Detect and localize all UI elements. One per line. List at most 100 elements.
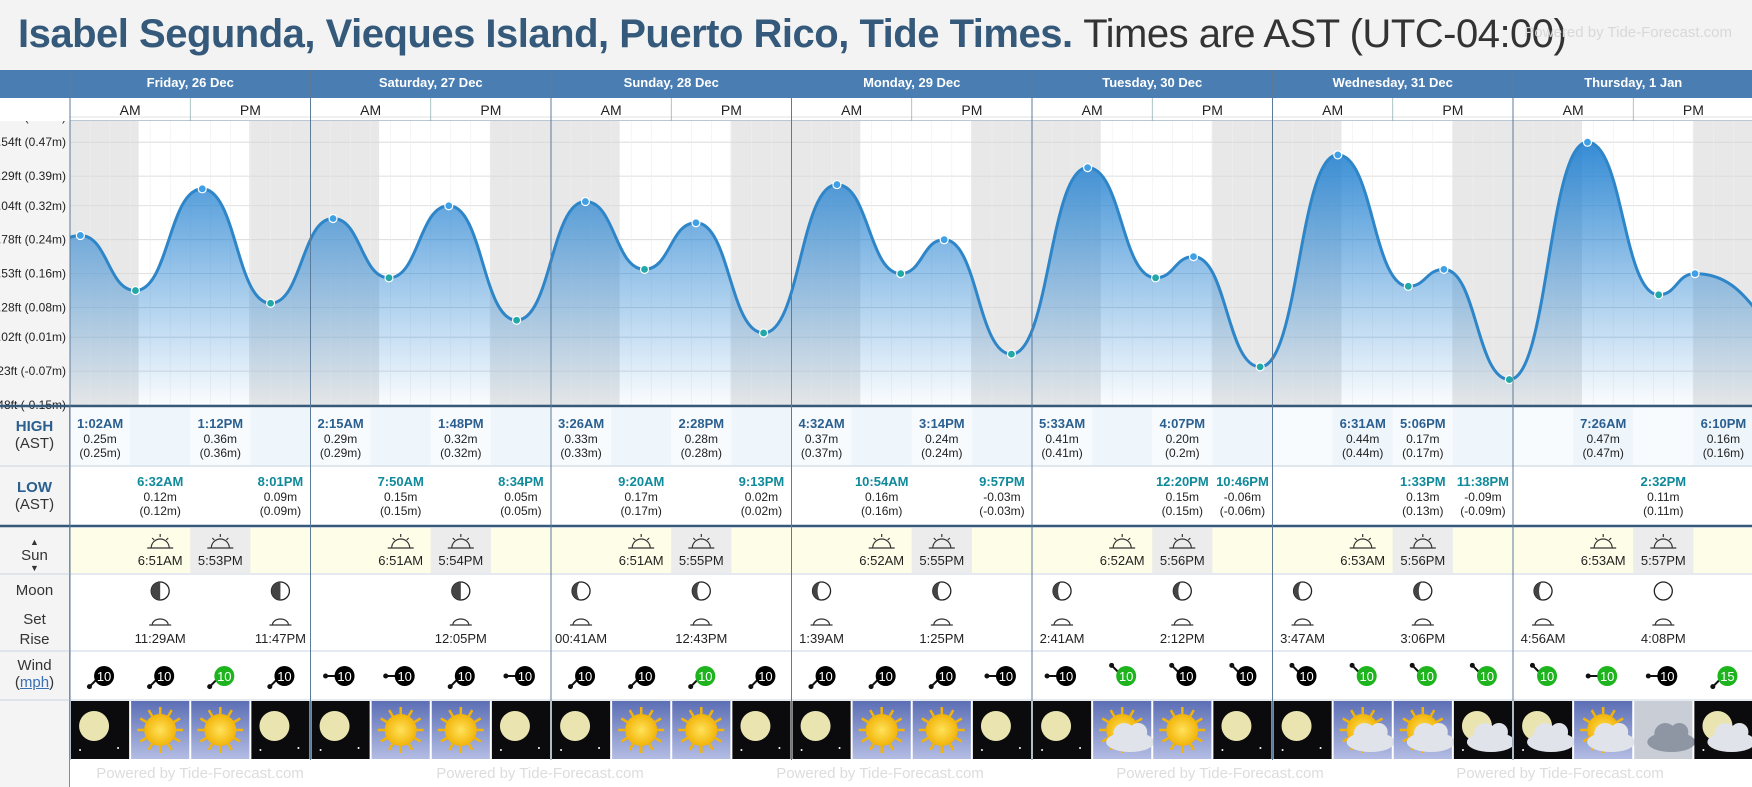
wind-speed-badge — [1296, 666, 1317, 686]
high-tide-height-alt: (0.2m) — [1165, 446, 1200, 460]
sunrise-time: 6:51AM — [619, 553, 664, 568]
moon-time: 1:39AM — [799, 631, 844, 646]
star — [1281, 749, 1284, 751]
high-tide-point — [328, 213, 338, 224]
y-tick-label: 1.54ft (0.47m) — [0, 135, 66, 149]
moon-icon — [259, 711, 290, 741]
low-tide-height: 0.02m — [745, 490, 778, 504]
moon-time: 00:41AM — [555, 631, 607, 646]
moon-time: 2:12PM — [1160, 631, 1205, 646]
high-cell-bg — [611, 408, 672, 465]
high-tide-time: 3:26AM — [558, 416, 604, 431]
wind-arrow-head — [1529, 662, 1535, 668]
wind-speed-badge — [1717, 666, 1738, 686]
high-tide-height: 0.17m — [1406, 432, 1439, 446]
low-tide-height-alt: (0.09m) — [260, 504, 301, 518]
low-cell-bg — [370, 467, 431, 525]
y-tick-label: 1.04ft (0.32m) — [0, 199, 66, 213]
low-tide-height: 0.05m — [504, 490, 537, 504]
cloud-puff — [1534, 723, 1557, 745]
high-tide-height-alt: (0.36m) — [200, 446, 241, 460]
wind-unit-link[interactable]: mph — [19, 674, 50, 691]
wind-arrow-head — [808, 684, 814, 690]
low-label: LOW (AST) — [0, 479, 69, 513]
wind-speed-value: 10 — [878, 669, 892, 684]
sunset-time: 5:56PM — [1160, 553, 1205, 568]
wind-speed-value: 10 — [1239, 669, 1253, 684]
am-label: AM — [360, 102, 381, 118]
wind-speed-badge — [1356, 666, 1377, 686]
low-tide-point — [759, 328, 769, 338]
high-cell-bg — [1152, 408, 1213, 465]
wind-speed-value: 10 — [518, 669, 532, 684]
wind-speed-value: 10 — [1059, 669, 1073, 684]
wind-speed-value: 10 — [1420, 669, 1434, 684]
moon-shadow-icon — [1053, 582, 1063, 600]
low-tide-time: 1:33PM — [1400, 474, 1446, 489]
moon-shadow-icon — [572, 582, 582, 600]
moonrise-icon — [1051, 618, 1074, 626]
low-tide-point — [1504, 374, 1514, 385]
high-tide-point — [580, 196, 591, 207]
wind-speed-value: 10 — [1600, 669, 1614, 684]
wind-speed-badge — [755, 666, 776, 686]
sun-up-arrow-icon: ▲ — [30, 537, 39, 547]
moon-icon — [800, 711, 831, 741]
sun-label: ▲ Sun ▼ — [0, 538, 69, 573]
low-tide-point — [1006, 349, 1017, 359]
star — [79, 749, 82, 751]
wind-speed-value: 10 — [1359, 669, 1373, 684]
footer-bg — [70, 760, 1752, 787]
watermark-bottom: Powered by Tide-Forecast.com — [96, 765, 304, 782]
sunrise-icon — [1349, 534, 1376, 549]
sunrise-time: 6:51AM — [378, 553, 423, 568]
sunset-icon — [1650, 534, 1677, 549]
low-cell-bg — [791, 467, 852, 525]
sun-icon — [144, 714, 177, 746]
high-cell-bg — [310, 408, 371, 465]
high-tide-point — [444, 201, 454, 211]
wind-arrow-head — [447, 684, 453, 690]
high-tz: (AST) — [14, 435, 55, 452]
sunset-time: 5:56PM — [1400, 553, 1445, 568]
high-tide-height: 0.32m — [444, 432, 477, 446]
sunset-time: 5:55PM — [679, 553, 724, 568]
sun-icon — [204, 714, 237, 746]
low-cell-bg — [1573, 467, 1634, 525]
moon-shadow-icon — [271, 582, 281, 600]
low-tide-point — [1150, 273, 1161, 283]
high-tide-point — [1582, 137, 1593, 147]
low-tide-height: 0.17m — [625, 490, 658, 504]
sun-label-text: Sun — [21, 547, 48, 564]
high-cell-bg — [971, 408, 1032, 465]
star — [740, 749, 743, 751]
sunset-icon — [1409, 534, 1436, 549]
high-cell-bg — [731, 408, 792, 465]
wind-speed-badge — [695, 666, 716, 686]
low-tide-time: 11:38PM — [1457, 474, 1509, 489]
wind-speed-value: 10 — [758, 669, 772, 684]
high-cell-bg — [911, 408, 972, 465]
wind-arrow-head — [1710, 684, 1716, 690]
wind-speed-value: 10 — [1480, 669, 1494, 684]
wind-speed-badge — [1537, 666, 1558, 686]
high-tide-height: 0.44m — [1346, 432, 1379, 446]
high-tide-point — [1690, 268, 1700, 279]
low-tide-point — [1255, 362, 1265, 372]
moonrise-icon — [570, 618, 593, 626]
low-tide-height: 0.12m — [144, 490, 177, 504]
high-label: HIGH (AST) — [0, 418, 69, 452]
wind-speed-value: 10 — [397, 669, 411, 684]
wind-speed-badge — [1657, 666, 1678, 686]
am-label: AM — [1322, 102, 1343, 118]
wind-arrow-head — [1044, 673, 1050, 679]
wind-speed-badge — [815, 666, 836, 686]
low-tide-time: 2:32PM — [1641, 474, 1687, 489]
low-tide-time: 7:50AM — [378, 474, 424, 489]
star — [598, 747, 601, 749]
wind-speed-value: 10 — [97, 669, 111, 684]
high-cell-bg — [551, 408, 612, 465]
day-header: Monday, 29 Dec — [863, 75, 960, 90]
star — [537, 747, 540, 749]
